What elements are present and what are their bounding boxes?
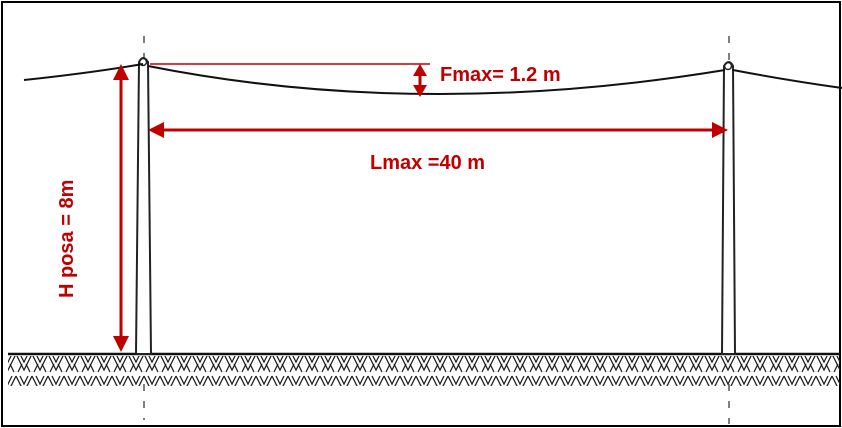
right-pole xyxy=(720,61,737,355)
span-label: Lmax =40 m xyxy=(370,152,485,174)
height-label: H posa = 8m xyxy=(56,180,78,298)
sag-label: Fmax= 1.2 m xyxy=(440,64,561,86)
conductor-cable xyxy=(23,63,842,96)
height-arrow xyxy=(113,64,129,352)
ground xyxy=(8,352,840,386)
sag-annotation xyxy=(150,63,430,97)
pole-centerlines xyxy=(143,36,730,424)
span-arrow xyxy=(148,122,728,138)
left-pole xyxy=(134,57,153,355)
